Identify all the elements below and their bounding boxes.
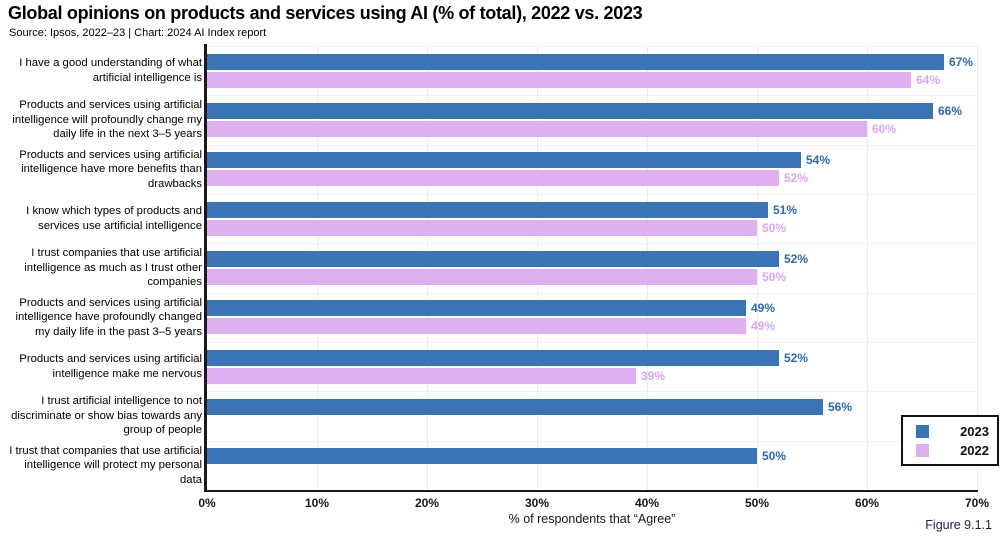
bar-2022	[207, 121, 867, 137]
bar-value-label: 60%	[872, 122, 897, 136]
gridline-vertical	[756, 46, 758, 490]
x-axis-line	[204, 489, 978, 492]
bar-2023	[207, 349, 779, 366]
bar-value-label: 50%	[762, 449, 787, 464]
bar-2023	[207, 251, 779, 267]
bar-2023	[207, 300, 746, 317]
bar-value-label: 50%	[762, 270, 787, 284]
legend-label: 2022	[960, 442, 989, 458]
bar-2022	[207, 269, 757, 285]
gridline-vertical	[866, 46, 868, 490]
gridline-vertical	[316, 46, 318, 490]
bar-value-label: 52%	[784, 350, 809, 365]
x-tick-label: 40%	[634, 496, 660, 510]
bar-2023	[207, 201, 768, 218]
chart-title: Global opinions on products and services…	[8, 3, 643, 23]
gridline-horizontal	[207, 144, 977, 146]
bar-2023	[207, 399, 823, 415]
gridline-horizontal	[207, 292, 977, 294]
category-label: Products and services using artificial i…	[19, 353, 202, 380]
y-axis-line	[204, 44, 207, 492]
bar-value-label: 49%	[751, 301, 776, 316]
bar-value-label: 50%	[762, 220, 787, 235]
category-label: I have a good understanding of what arti…	[19, 57, 202, 84]
plot-area: 67% 64% 66% 60% 54% 52% 51% 50% 52% 50% 49% 49% 52% 3…	[207, 46, 978, 490]
x-tick-label: 70%	[964, 496, 990, 510]
legend-label: 2023	[960, 423, 989, 439]
category-labels: I have a good understanding of what arti…	[0, 46, 202, 490]
bar-2023	[207, 152, 801, 169]
bar-value-label: 67%	[949, 54, 974, 69]
category-label: I know which types of products and servi…	[26, 205, 202, 232]
gridline-vertical	[646, 46, 648, 490]
x-tick-label: 0%	[198, 496, 216, 510]
x-tick-label: 60%	[854, 496, 880, 510]
bar-2023	[207, 103, 933, 119]
x-tick-label: 10%	[304, 496, 330, 510]
gridline-horizontal	[207, 391, 977, 393]
bar-value-label: 51%	[773, 202, 798, 217]
bar-2022	[207, 318, 746, 335]
bar-2022	[207, 71, 911, 88]
category-label: I trust companies that use artificial in…	[24, 247, 202, 289]
bar-2023	[207, 53, 944, 70]
bar-value-label: 66%	[938, 104, 963, 118]
chart-source: Source: Ipsos, 2022–23 | Chart: 2024 AI …	[9, 27, 267, 39]
legend: 2023 2022	[901, 415, 999, 466]
legend-item: 2023	[916, 424, 989, 439]
x-tick-label: 20%	[414, 496, 440, 510]
bar-value-label: 49%	[751, 319, 776, 334]
gridline-vertical	[426, 46, 428, 490]
x-axis-title: % of respondents that “Agree”	[508, 512, 676, 526]
gridline-horizontal	[207, 243, 977, 245]
x-tick-label: 50%	[744, 496, 770, 510]
bar-value-label: 52%	[784, 171, 809, 186]
bar-value-label: 56%	[828, 400, 853, 414]
figure-label: Figure 9.1.1	[925, 518, 992, 532]
gridline-horizontal	[207, 46, 977, 47]
legend-swatch-2022	[916, 443, 929, 457]
bar-value-label: 54%	[806, 153, 831, 168]
category-label: Products and services using artificial i…	[19, 148, 202, 190]
bar-2023	[207, 448, 757, 465]
gridline-horizontal	[207, 95, 977, 97]
gridline-horizontal	[207, 194, 977, 195]
category-label: Products and services using artificial i…	[15, 296, 202, 338]
bar-value-label: 64%	[916, 72, 941, 87]
bar-2022	[207, 170, 779, 187]
gridline-vertical	[976, 46, 978, 490]
bar-2022	[207, 367, 636, 384]
legend-item: 2022	[916, 443, 989, 458]
legend-swatch-2023	[916, 424, 929, 438]
category-label: Products and services using artificial i…	[12, 99, 202, 141]
x-axis-ticks: 0% 10% 20% 30% 40% 50% 60% 70%	[198, 496, 989, 510]
category-label: I trust artificial intelligence to not d…	[11, 395, 202, 437]
x-tick-label: 30%	[524, 496, 550, 510]
bar-value-label: 52%	[784, 252, 809, 266]
gridline-horizontal	[207, 342, 977, 343]
gridline-horizontal	[207, 440, 977, 442]
category-label: I trust that companies that use artifici…	[9, 444, 202, 486]
bar-2022	[207, 219, 757, 236]
gridline-vertical	[536, 46, 538, 490]
bar-value-label: 39%	[641, 368, 666, 383]
